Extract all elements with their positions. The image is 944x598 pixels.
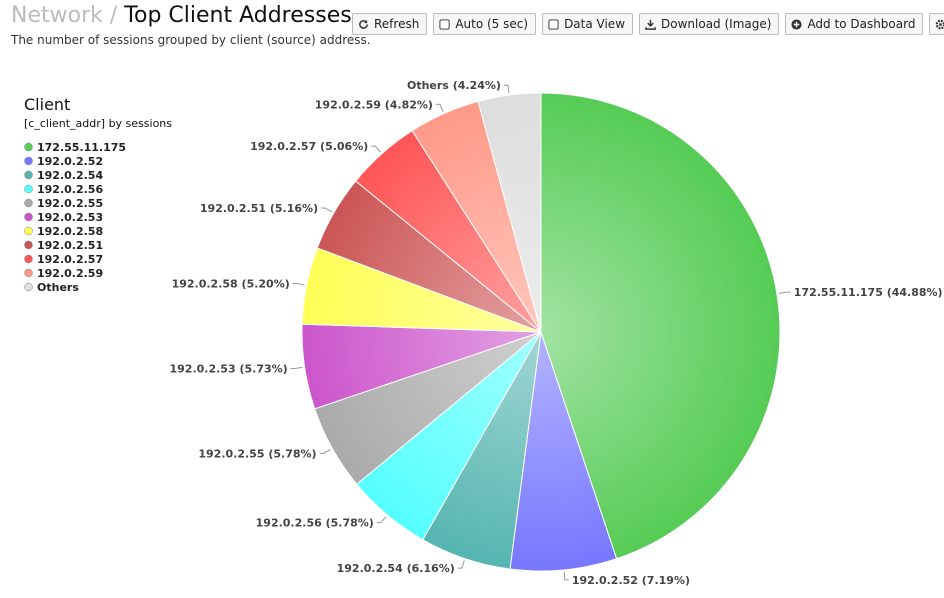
button-label: Refresh: [374, 17, 420, 31]
button-label: Add to Dashboard: [807, 17, 916, 31]
legend-swatch: [24, 212, 33, 222]
label-value: (4.24%): [453, 79, 501, 92]
label-name: 172.55.11.175: [794, 286, 883, 299]
label-name: 192.0.2.53: [170, 363, 236, 376]
label-name: 192.0.2.58: [172, 277, 238, 290]
crumb-section[interactable]: Network: [11, 3, 103, 28]
data-label: 192.0.2.57 (5.06%): [250, 140, 368, 153]
auto-button[interactable]: Auto (5 sec): [433, 13, 537, 35]
page-subtitle: The number of sessions grouped by client…: [11, 33, 371, 47]
leader-line: [435, 103, 444, 112]
label-value: (4.82%): [385, 98, 433, 111]
leader-line: [778, 291, 791, 294]
label-value: (5.78%): [326, 517, 374, 530]
data-label: 192.0.2.55 (5.78%): [198, 447, 316, 460]
data-label: 192.0.2.54 (6.16%): [337, 562, 455, 575]
legend-title: Client: [24, 95, 70, 114]
label-value: (44.88%): [887, 286, 943, 299]
breadcrumb: Network / Top Client Addresses: [11, 3, 352, 28]
refresh-button[interactable]: Refresh: [352, 13, 428, 35]
data-label: Others (4.24%): [407, 79, 501, 92]
label-name: Others: [407, 79, 449, 92]
legend-entry[interactable]: 172.55.11.175: [37, 141, 126, 154]
legend-swatch: [24, 226, 33, 236]
label-name: 192.0.2.56: [256, 517, 322, 530]
leader-line: [319, 448, 331, 454]
legend-entry[interactable]: 192.0.2.57: [37, 253, 103, 266]
label-name: 192.0.2.52: [572, 574, 638, 587]
data-label: 192.0.2.51 (5.16%): [200, 202, 318, 215]
data-label: 192.0.2.53 (5.73%): [170, 363, 288, 376]
button-label: Data View: [564, 17, 626, 31]
label-value: (6.16%): [407, 562, 455, 575]
settings-button[interactable]: S: [929, 13, 944, 35]
toolbar: Refresh Auto (5 sec) Data View Download …: [352, 13, 944, 35]
data-label: 172.55.11.175 (44.88%): [794, 286, 943, 299]
legend-swatch: [24, 268, 33, 278]
pie-slice: [540, 92, 781, 560]
legend-swatch: [24, 240, 33, 250]
legend-swatch: [24, 170, 33, 180]
legend-swatch: [24, 282, 33, 292]
leader-line: [563, 571, 569, 581]
legend-subtitle: [c_client_addr] by sessions: [24, 117, 172, 130]
button-label: Auto (5 sec): [455, 17, 529, 31]
legend-swatch: [24, 198, 33, 208]
label-name: 192.0.2.55: [198, 447, 264, 460]
legend-entry[interactable]: 192.0.2.54: [37, 169, 103, 182]
leader-line: [503, 84, 510, 94]
label-value: (5.73%): [239, 363, 287, 376]
legend-swatch: [24, 156, 33, 166]
legend-entry[interactable]: 192.0.2.51: [37, 239, 103, 252]
pie-slice: [477, 92, 542, 333]
label-name: 192.0.2.59: [315, 98, 381, 111]
legend-swatch: [24, 184, 33, 194]
data-label: 192.0.2.59 (4.82%): [315, 98, 433, 111]
legend-entry[interactable]: 192.0.2.59: [37, 267, 103, 280]
legend-entry[interactable]: 192.0.2.56: [37, 183, 103, 196]
legend-entry[interactable]: 192.0.2.55: [37, 197, 103, 210]
add-dashboard-button[interactable]: Add to Dashboard: [785, 13, 924, 35]
download-button[interactable]: Download (Image): [639, 13, 780, 35]
legend-entry[interactable]: 192.0.2.53: [37, 211, 103, 224]
leader-line: [457, 560, 465, 569]
pie-slice: [509, 331, 618, 572]
legend-swatch: [24, 254, 33, 264]
label-value: (7.19%): [642, 574, 690, 587]
button-label: Download (Image): [661, 17, 772, 31]
leader-line: [292, 282, 305, 286]
legend-entry[interactable]: Others: [37, 281, 79, 294]
legend-entry[interactable]: 192.0.2.58: [37, 225, 103, 238]
data-label: 192.0.2.52 (7.19%): [572, 574, 690, 587]
data-label: 192.0.2.56 (5.78%): [256, 517, 374, 530]
page-title: Top Client Addresses: [124, 3, 352, 28]
label-value: (5.78%): [268, 447, 316, 460]
leader-line: [371, 145, 381, 153]
chart: Client [c_client_addr] by sessions 172.5…: [24, 79, 943, 587]
label-value: (5.20%): [242, 277, 290, 290]
data-view-button[interactable]: Data View: [542, 13, 634, 35]
leader-line: [376, 516, 387, 524]
leader-line: [290, 366, 303, 370]
label-value: (5.16%): [270, 202, 318, 215]
label-value: (5.06%): [320, 140, 368, 153]
legend-entry[interactable]: 192.0.2.52: [37, 155, 103, 168]
legend-swatch: [24, 142, 33, 152]
data-label: 192.0.2.58 (5.20%): [172, 277, 290, 290]
label-name: 192.0.2.54: [337, 562, 403, 575]
leader-line: [321, 207, 333, 213]
label-name: 192.0.2.51: [200, 202, 266, 215]
crumb-separator: /: [109, 3, 118, 28]
label-name: 192.0.2.57: [250, 140, 316, 153]
